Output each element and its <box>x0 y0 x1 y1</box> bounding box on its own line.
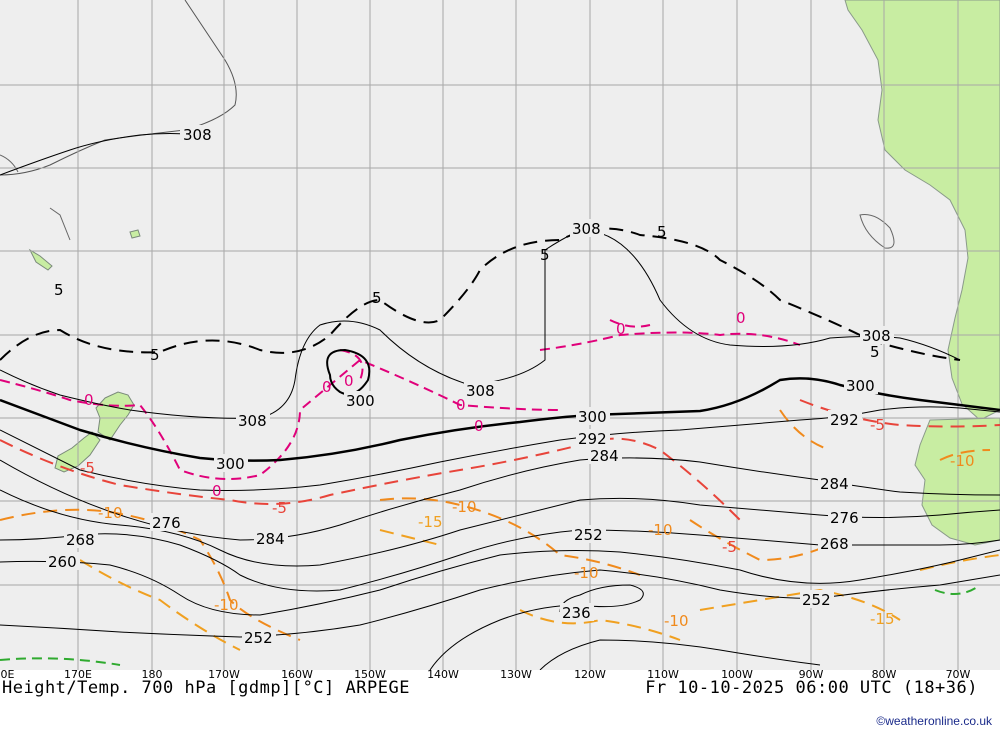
temp-label: -5 <box>870 416 885 434</box>
contour-308-main <box>0 229 961 419</box>
height-contours <box>0 133 1000 670</box>
credit-link[interactable]: ©weatheronline.co.uk <box>876 714 992 728</box>
temp-label: 0 <box>322 378 332 396</box>
temp-label: -10 <box>664 612 689 630</box>
lon-label: 130W <box>500 668 532 681</box>
temp-label: 5 <box>540 246 550 264</box>
lon-label: 180 <box>141 668 163 681</box>
temperature-isotherms <box>0 227 1000 666</box>
temp-label: 5 <box>372 289 382 307</box>
map-canvas: 308 308 308 308 308 300 300 300 300 292 … <box>0 0 1000 670</box>
height-label: 284 <box>820 475 849 493</box>
lon-label: 160W <box>281 668 313 681</box>
island-outline <box>0 154 895 249</box>
temp-label: -5 <box>272 499 287 517</box>
height-label: 260 <box>48 553 77 571</box>
height-label: 284 <box>590 447 619 465</box>
lat-lon-grid <box>0 0 1000 670</box>
height-label: 252 <box>244 629 273 647</box>
contour-252 <box>0 569 1000 638</box>
contour-300-loop <box>326 348 371 396</box>
height-label: 292 <box>830 411 859 429</box>
weather-map: 308 308 308 308 308 300 300 300 300 292 … <box>0 0 1000 670</box>
contour-308-north <box>0 133 201 176</box>
lon-label: 100W <box>721 668 753 681</box>
height-label: 252 <box>802 591 831 609</box>
new-zealand-north-land <box>95 391 135 441</box>
isotherm-minus15 <box>79 529 1000 651</box>
temp-label: -10 <box>950 452 975 470</box>
height-label: 268 <box>66 531 95 549</box>
map-title: Height/Temp. 700 hPa [gdmp][°C] ARPEGE <box>2 678 410 698</box>
contour-236 <box>429 584 644 670</box>
contour-extra-1 <box>539 639 821 670</box>
isotherm-plus5 <box>0 227 961 361</box>
height-label: 308 <box>466 382 495 400</box>
lon-label: 60E <box>0 668 15 681</box>
temp-label: 5 <box>870 343 880 361</box>
height-label: 292 <box>578 430 607 448</box>
australia-coast <box>0 0 237 176</box>
lon-label: 140W <box>427 668 459 681</box>
height-label: 252 <box>574 526 603 544</box>
height-label: 300 <box>578 408 607 426</box>
temp-label: -15 <box>418 513 443 531</box>
contour-292 <box>0 406 1000 491</box>
temp-label: -10 <box>452 498 477 516</box>
contour-300-main <box>0 377 1000 462</box>
height-label: 236 <box>562 604 591 622</box>
isotherm-minus10 <box>0 409 991 641</box>
lon-label: 150W <box>354 668 386 681</box>
temp-label: 5 <box>54 281 64 299</box>
height-label: 300 <box>216 455 245 473</box>
lon-label: 120W <box>574 668 606 681</box>
temp-label: 0 <box>736 309 746 327</box>
temp-label: 5 <box>150 346 160 364</box>
height-label: 284 <box>256 530 285 548</box>
height-label: 300 <box>846 377 875 395</box>
lon-label: 80W <box>871 668 897 681</box>
valid-time: Fr 10-10-2025 06:00 UTC (18+36) <box>645 678 978 698</box>
longitude-axis: 60E 170E 180 170W 160W 150W 140W 130W 12… <box>0 668 1000 682</box>
temp-label: 0 <box>212 482 222 500</box>
temp-label: 5 <box>657 223 667 241</box>
temp-label: 0 <box>344 372 354 390</box>
height-label: 268 <box>820 535 849 553</box>
lon-label: 110W <box>647 668 679 681</box>
temp-label: -10 <box>574 564 599 582</box>
lon-label: 170E <box>64 668 92 681</box>
temp-label: -10 <box>98 504 123 522</box>
temp-label: 0 <box>616 320 626 338</box>
temp-label: 0 <box>84 391 94 409</box>
temp-label: -5 <box>722 538 737 556</box>
temp-label: 0 <box>456 396 466 414</box>
height-label: 308 <box>572 220 601 238</box>
isotherm-green <box>0 584 981 666</box>
height-label: 276 <box>830 509 859 527</box>
small-island <box>129 229 141 239</box>
contour-260 <box>0 549 1000 616</box>
height-label: 308 <box>862 327 891 345</box>
south-america-land <box>844 0 1000 421</box>
height-label: 276 <box>152 514 181 532</box>
lon-label: 70W <box>945 668 971 681</box>
height-label: 308 <box>238 412 267 430</box>
temp-label: -10 <box>648 521 673 539</box>
temp-label: 0 <box>474 417 484 435</box>
lon-label: 170W <box>208 668 240 681</box>
new-caledonia-land <box>28 248 53 271</box>
height-label: 308 <box>183 126 212 144</box>
temperature-labels: 5 5 5 5 5 5 0 0 0 0 0 0 0 0 -5 -5 -5 -10… <box>54 223 975 630</box>
height-label: 300 <box>346 392 375 410</box>
height-labels: 308 308 308 308 308 300 300 300 300 292 … <box>46 125 894 647</box>
lon-label: 90W <box>798 668 824 681</box>
temp-label: -15 <box>870 610 895 628</box>
temp-label: -5 <box>80 459 95 477</box>
isotherm-zero <box>0 319 801 480</box>
temp-label: -10 <box>214 596 239 614</box>
